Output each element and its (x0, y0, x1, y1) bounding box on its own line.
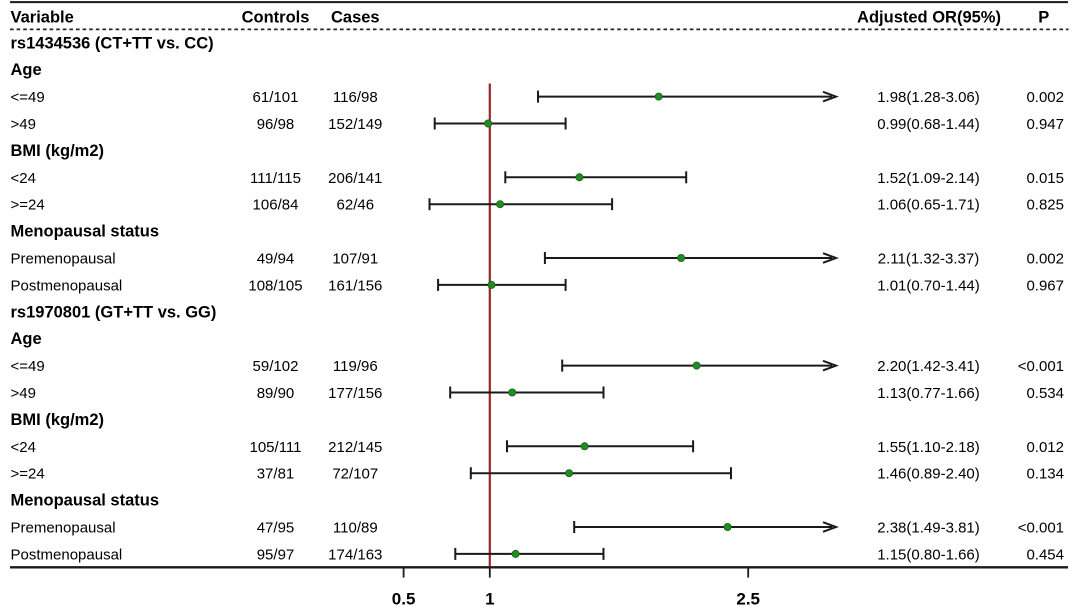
svg-text:Age: Age (11, 61, 42, 79)
svg-text:2.20(1.42-3.41): 2.20(1.42-3.41) (877, 358, 980, 375)
svg-text:47/95: 47/95 (257, 520, 295, 537)
svg-text:0.967: 0.967 (1026, 277, 1064, 294)
svg-text:1.98(1.28-3.06): 1.98(1.28-3.06) (877, 89, 980, 106)
svg-text:119/96: 119/96 (333, 358, 378, 375)
svg-text:49/94: 49/94 (257, 251, 295, 268)
svg-text:<=49: <=49 (11, 89, 45, 106)
svg-text:<24: <24 (11, 439, 36, 456)
svg-text:1.55(1.10-2.18): 1.55(1.10-2.18) (877, 439, 980, 456)
svg-text:BMI (kg/m2): BMI (kg/m2) (11, 411, 105, 429)
svg-text:1: 1 (485, 590, 494, 605)
svg-text:>=24: >=24 (11, 466, 45, 483)
svg-text:rs1434536 (CT+TT vs. CC): rs1434536 (CT+TT vs. CC) (11, 34, 214, 52)
svg-text:0.015: 0.015 (1026, 170, 1064, 187)
svg-text:Premenopausal: Premenopausal (11, 520, 116, 537)
svg-text:206/141: 206/141 (328, 170, 382, 187)
svg-text:Cases: Cases (331, 9, 380, 27)
svg-text:<24: <24 (11, 170, 36, 187)
svg-text:>=24: >=24 (11, 197, 45, 214)
svg-text:>49: >49 (11, 385, 36, 402)
svg-text:111/115: 111/115 (250, 170, 301, 187)
svg-text:Menopausal status: Menopausal status (11, 223, 160, 241)
svg-text:<=49: <=49 (11, 358, 45, 375)
svg-text:1.01(0.70-1.44): 1.01(0.70-1.44) (877, 277, 980, 294)
svg-text:2.5: 2.5 (736, 590, 760, 605)
svg-text:P: P (1038, 9, 1049, 27)
svg-text:BMI (kg/m2): BMI (kg/m2) (11, 142, 105, 160)
svg-text:rs1970801 (GT+TT vs. GG): rs1970801 (GT+TT vs. GG) (11, 303, 217, 321)
svg-text:1.06(0.65-1.71): 1.06(0.65-1.71) (877, 197, 980, 214)
svg-text:0.5: 0.5 (392, 590, 416, 605)
svg-text:161/156: 161/156 (328, 277, 382, 294)
svg-text:Premenopausal: Premenopausal (11, 251, 116, 268)
svg-text:2.38(1.49-3.81): 2.38(1.49-3.81) (877, 520, 980, 537)
svg-text:1.46(0.89-2.40): 1.46(0.89-2.40) (877, 466, 980, 483)
svg-text:116/98: 116/98 (333, 89, 378, 106)
svg-text:1.15(0.80-1.66): 1.15(0.80-1.66) (877, 546, 980, 563)
svg-text:Postmenopausal: Postmenopausal (11, 546, 123, 563)
svg-text:0.534: 0.534 (1026, 385, 1064, 402)
svg-text:Controls: Controls (242, 9, 310, 27)
svg-text:89/90: 89/90 (257, 385, 295, 402)
svg-text:96/98: 96/98 (257, 116, 295, 133)
svg-text:<0.001: <0.001 (1018, 520, 1064, 537)
svg-text:Variable: Variable (11, 9, 74, 27)
svg-text:61/101: 61/101 (253, 89, 299, 106)
svg-text:0.947: 0.947 (1026, 116, 1064, 133)
svg-text:107/91: 107/91 (332, 251, 378, 268)
svg-text:Age: Age (11, 330, 42, 348)
svg-text:1.52(1.09-2.14): 1.52(1.09-2.14) (877, 170, 980, 187)
svg-text:<0.001: <0.001 (1018, 358, 1064, 375)
svg-text:174/163: 174/163 (328, 546, 382, 563)
svg-text:0.825: 0.825 (1026, 197, 1064, 214)
svg-text:0.002: 0.002 (1026, 251, 1064, 268)
svg-text:0.134: 0.134 (1026, 466, 1064, 483)
svg-text:62/46: 62/46 (337, 197, 375, 214)
svg-text:106/84: 106/84 (253, 197, 299, 214)
svg-text:95/97: 95/97 (257, 546, 295, 563)
svg-text:1.13(0.77-1.66): 1.13(0.77-1.66) (877, 385, 980, 402)
svg-text:105/111: 105/111 (250, 439, 302, 456)
svg-text:212/145: 212/145 (328, 439, 382, 456)
svg-text:2.11(1.32-3.37): 2.11(1.32-3.37) (878, 251, 979, 268)
svg-text:0.012: 0.012 (1026, 439, 1064, 456)
svg-text:Adjusted OR(95%): Adjusted OR(95%) (857, 9, 1001, 27)
svg-text:177/156: 177/156 (328, 385, 382, 402)
svg-text:0.454: 0.454 (1026, 546, 1064, 563)
svg-text:72/107: 72/107 (332, 466, 378, 483)
svg-text:37/81: 37/81 (257, 466, 295, 483)
svg-text:Postmenopausal: Postmenopausal (11, 277, 123, 294)
svg-text:0.002: 0.002 (1026, 89, 1064, 106)
svg-text:108/105: 108/105 (248, 277, 302, 294)
svg-text:152/149: 152/149 (328, 116, 382, 133)
svg-text:0.99(0.68-1.44): 0.99(0.68-1.44) (877, 116, 980, 133)
svg-text:110/89: 110/89 (333, 520, 378, 537)
svg-text:Menopausal status: Menopausal status (11, 492, 160, 510)
svg-text:59/102: 59/102 (253, 358, 299, 375)
svg-text:>49: >49 (11, 116, 36, 133)
